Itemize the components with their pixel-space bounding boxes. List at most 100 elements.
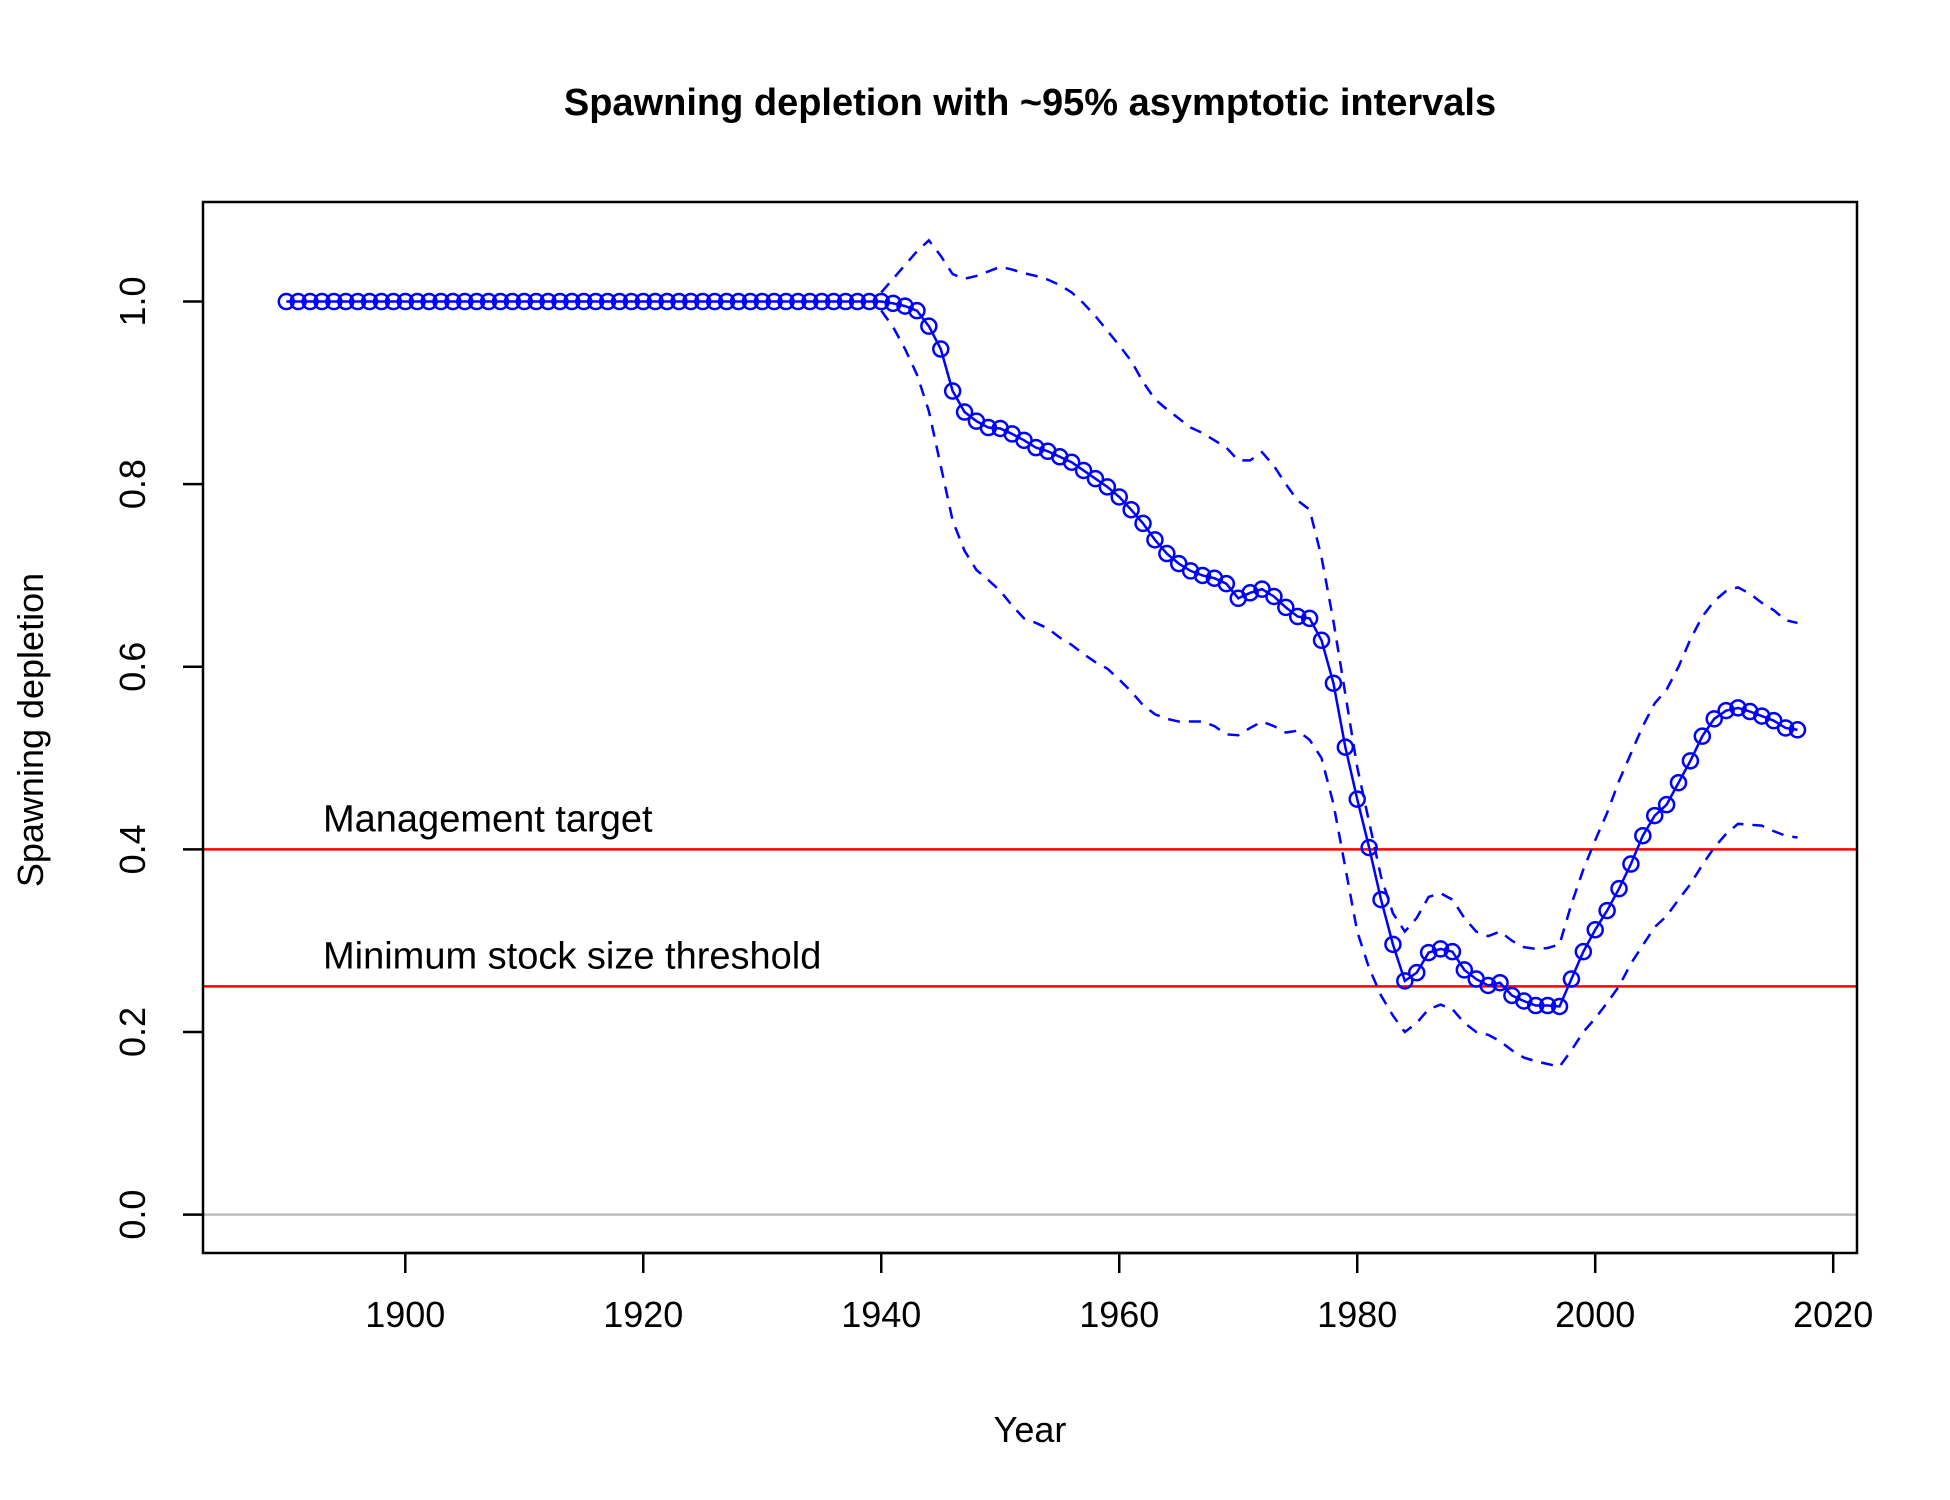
data-point (1372, 890, 1390, 909)
data-point (1134, 514, 1152, 533)
data-point (337, 292, 355, 311)
data-point (1705, 710, 1723, 728)
data-point (1241, 584, 1259, 602)
data-point (1681, 752, 1700, 770)
data-point (1622, 855, 1640, 873)
data-point (943, 382, 962, 400)
data-point (634, 292, 653, 311)
data-point (325, 292, 343, 311)
data-point (444, 292, 462, 311)
y-tick-label: 0.8 (112, 459, 153, 509)
x-tick-label: 1940 (841, 1294, 921, 1335)
data-point (955, 403, 974, 421)
data-point (717, 292, 736, 311)
data-point (1717, 701, 1735, 720)
x-tick-label: 2000 (1555, 1294, 1635, 1335)
data-point (551, 292, 569, 311)
data-point (515, 292, 534, 311)
data-point (1384, 935, 1402, 954)
data-point (1598, 901, 1616, 920)
y-tick-label: 0.2 (112, 1007, 153, 1057)
data-point (289, 292, 307, 311)
y-tick-label: 1.0 (112, 277, 153, 327)
data-point (491, 292, 510, 311)
data-point (1419, 943, 1438, 962)
data-point (408, 292, 426, 311)
y-tick-label: 0.0 (112, 1190, 153, 1240)
data-point (384, 292, 403, 311)
interval-lines (880, 238, 1798, 1069)
data-point (586, 292, 605, 311)
data-point (777, 292, 795, 311)
data-point (682, 292, 700, 311)
data-point (765, 292, 783, 311)
data-point (1693, 727, 1712, 745)
data-point (1348, 790, 1366, 808)
data-point (1431, 940, 1450, 958)
data-point (1086, 469, 1105, 488)
data-point (884, 294, 902, 313)
data-point (563, 292, 581, 311)
data-point (1074, 461, 1093, 480)
lower-interval-line (880, 309, 1798, 1069)
reference-line-label: Management target (323, 798, 653, 840)
data-point (301, 292, 319, 311)
data-point (1538, 996, 1557, 1015)
data-point (432, 292, 450, 311)
data-point (313, 292, 331, 311)
y-tick-label: 0.4 (112, 824, 153, 874)
x-tick-label: 1900 (365, 1294, 445, 1335)
y-axis: 0.0 0.2 0.4 0.6 0.8 1.0 (112, 277, 203, 1240)
x-axis-label: Year (994, 1409, 1067, 1450)
data-point (1562, 970, 1581, 988)
data-point (467, 292, 486, 311)
chart-title: Spawning depletion with ~95% asymptotic … (564, 82, 1496, 124)
data-point (575, 292, 593, 311)
data-point (646, 292, 664, 311)
data-point (1407, 963, 1426, 982)
data-point (598, 292, 617, 311)
estimate-line (286, 300, 1798, 1008)
data-point (920, 317, 938, 335)
data-point (979, 418, 998, 437)
data-point (824, 292, 843, 311)
data-point (1277, 598, 1295, 617)
data-point (1336, 738, 1355, 756)
data-point (1265, 587, 1283, 606)
plot-frame (201, 200, 1859, 1255)
reference-line-label: Minimum stock size threshold (323, 935, 821, 977)
data-point (836, 292, 855, 311)
x-tick-label: 1980 (1317, 1294, 1397, 1335)
data-point (848, 292, 867, 311)
data-point (1122, 500, 1140, 519)
reference-lines: Management target Minimum stock size thre… (203, 798, 1857, 1216)
data-point (1062, 453, 1081, 471)
estimate-series (277, 292, 1807, 1016)
data-point (372, 292, 391, 311)
data-point (1146, 531, 1164, 549)
data-point (1788, 721, 1807, 739)
x-tick-label: 1920 (603, 1294, 683, 1335)
data-point (1193, 566, 1212, 585)
data-point (1479, 976, 1497, 995)
data-point (1110, 488, 1128, 506)
y-tick-label: 0.6 (112, 642, 153, 692)
data-point (1217, 574, 1236, 593)
data-point (527, 292, 545, 311)
data-point (1158, 544, 1176, 563)
data-point (622, 292, 641, 311)
data-point (860, 292, 879, 311)
data-point (479, 292, 498, 311)
data-point (503, 292, 522, 311)
x-tick-label: 2020 (1793, 1294, 1873, 1335)
data-point (1455, 961, 1474, 979)
data-point (1443, 942, 1462, 961)
data-point (1634, 826, 1652, 845)
data-point (753, 292, 772, 311)
data-point (694, 292, 712, 311)
data-point (1669, 773, 1688, 792)
data-point (456, 292, 474, 311)
data-point (1300, 609, 1319, 628)
